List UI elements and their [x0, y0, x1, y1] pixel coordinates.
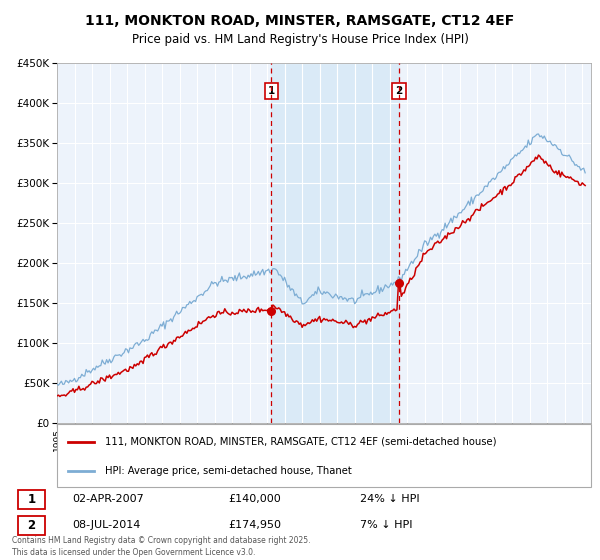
Text: 2: 2	[28, 519, 35, 532]
Text: 111, MONKTON ROAD, MINSTER, RAMSGATE, CT12 4EF (semi-detached house): 111, MONKTON ROAD, MINSTER, RAMSGATE, CT…	[105, 437, 497, 447]
Text: Price paid vs. HM Land Registry's House Price Index (HPI): Price paid vs. HM Land Registry's House …	[131, 32, 469, 46]
Text: HPI: Average price, semi-detached house, Thanet: HPI: Average price, semi-detached house,…	[105, 466, 352, 477]
Text: 24% ↓ HPI: 24% ↓ HPI	[360, 494, 419, 504]
Text: 08-JUL-2014: 08-JUL-2014	[72, 520, 140, 530]
Text: 111, MONKTON ROAD, MINSTER, RAMSGATE, CT12 4EF: 111, MONKTON ROAD, MINSTER, RAMSGATE, CT…	[85, 14, 515, 28]
Text: 1: 1	[28, 493, 35, 506]
Text: Contains HM Land Registry data © Crown copyright and database right 2025.
This d: Contains HM Land Registry data © Crown c…	[12, 536, 311, 557]
Text: 1: 1	[268, 86, 275, 96]
Bar	[271, 63, 399, 423]
FancyBboxPatch shape	[18, 490, 45, 508]
Text: £140,000: £140,000	[228, 494, 281, 504]
Text: 7% ↓ HPI: 7% ↓ HPI	[360, 520, 413, 530]
FancyBboxPatch shape	[18, 516, 45, 535]
FancyBboxPatch shape	[57, 424, 591, 487]
Text: 02-APR-2007: 02-APR-2007	[72, 494, 144, 504]
Text: £174,950: £174,950	[228, 520, 281, 530]
Text: 2: 2	[395, 86, 403, 96]
